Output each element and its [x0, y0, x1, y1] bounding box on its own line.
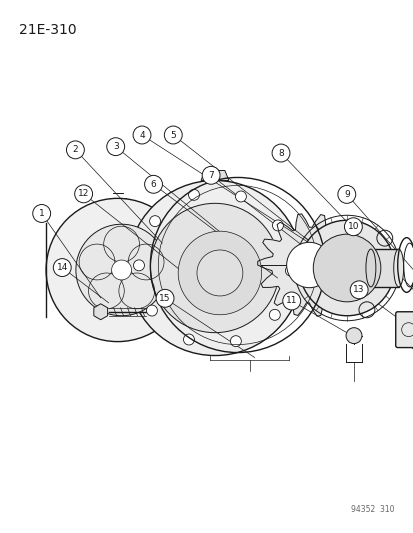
- Circle shape: [272, 220, 283, 231]
- Circle shape: [146, 305, 157, 316]
- Polygon shape: [94, 304, 107, 320]
- Bar: [370, 249, 398, 287]
- Text: 9: 9: [343, 190, 349, 199]
- Circle shape: [76, 224, 167, 316]
- Text: 15: 15: [159, 294, 171, 303]
- Circle shape: [344, 218, 361, 236]
- Circle shape: [235, 191, 246, 202]
- Text: 5: 5: [170, 131, 176, 140]
- Circle shape: [149, 216, 160, 227]
- Polygon shape: [257, 214, 360, 316]
- Text: 3: 3: [113, 142, 118, 151]
- Circle shape: [299, 220, 394, 316]
- Text: 8: 8: [278, 149, 283, 158]
- FancyBboxPatch shape: [395, 312, 413, 348]
- Circle shape: [46, 198, 189, 342]
- Circle shape: [282, 292, 300, 310]
- Circle shape: [150, 203, 279, 333]
- Circle shape: [164, 126, 182, 144]
- Text: 12: 12: [78, 189, 89, 198]
- Circle shape: [112, 260, 131, 280]
- Ellipse shape: [393, 249, 403, 287]
- Circle shape: [345, 328, 361, 344]
- Text: 7: 7: [208, 171, 214, 180]
- Circle shape: [107, 138, 124, 156]
- Circle shape: [286, 243, 331, 288]
- Circle shape: [271, 144, 289, 162]
- Circle shape: [66, 141, 84, 159]
- Polygon shape: [201, 171, 228, 181]
- Circle shape: [156, 289, 173, 307]
- Text: 1: 1: [39, 209, 45, 218]
- Circle shape: [127, 181, 301, 356]
- Circle shape: [144, 175, 162, 193]
- Circle shape: [197, 250, 242, 296]
- Text: 14: 14: [57, 263, 68, 272]
- Text: 94352  310: 94352 310: [350, 505, 394, 514]
- Circle shape: [349, 281, 367, 299]
- Circle shape: [178, 231, 261, 315]
- Text: 6: 6: [150, 180, 156, 189]
- Circle shape: [183, 334, 194, 345]
- Circle shape: [269, 309, 280, 320]
- Text: 4: 4: [139, 131, 145, 140]
- Circle shape: [337, 185, 355, 204]
- Circle shape: [33, 205, 50, 222]
- Text: 13: 13: [353, 285, 364, 294]
- Circle shape: [133, 260, 144, 271]
- Circle shape: [188, 189, 199, 200]
- Circle shape: [133, 126, 151, 144]
- Circle shape: [230, 336, 241, 346]
- Text: 11: 11: [285, 296, 297, 305]
- Text: 2: 2: [72, 146, 78, 155]
- Circle shape: [202, 166, 220, 184]
- Text: 10: 10: [347, 222, 358, 231]
- Text: 21E-310: 21E-310: [19, 23, 77, 37]
- Circle shape: [285, 265, 296, 276]
- Circle shape: [74, 185, 93, 203]
- Circle shape: [53, 259, 71, 277]
- Circle shape: [313, 234, 380, 302]
